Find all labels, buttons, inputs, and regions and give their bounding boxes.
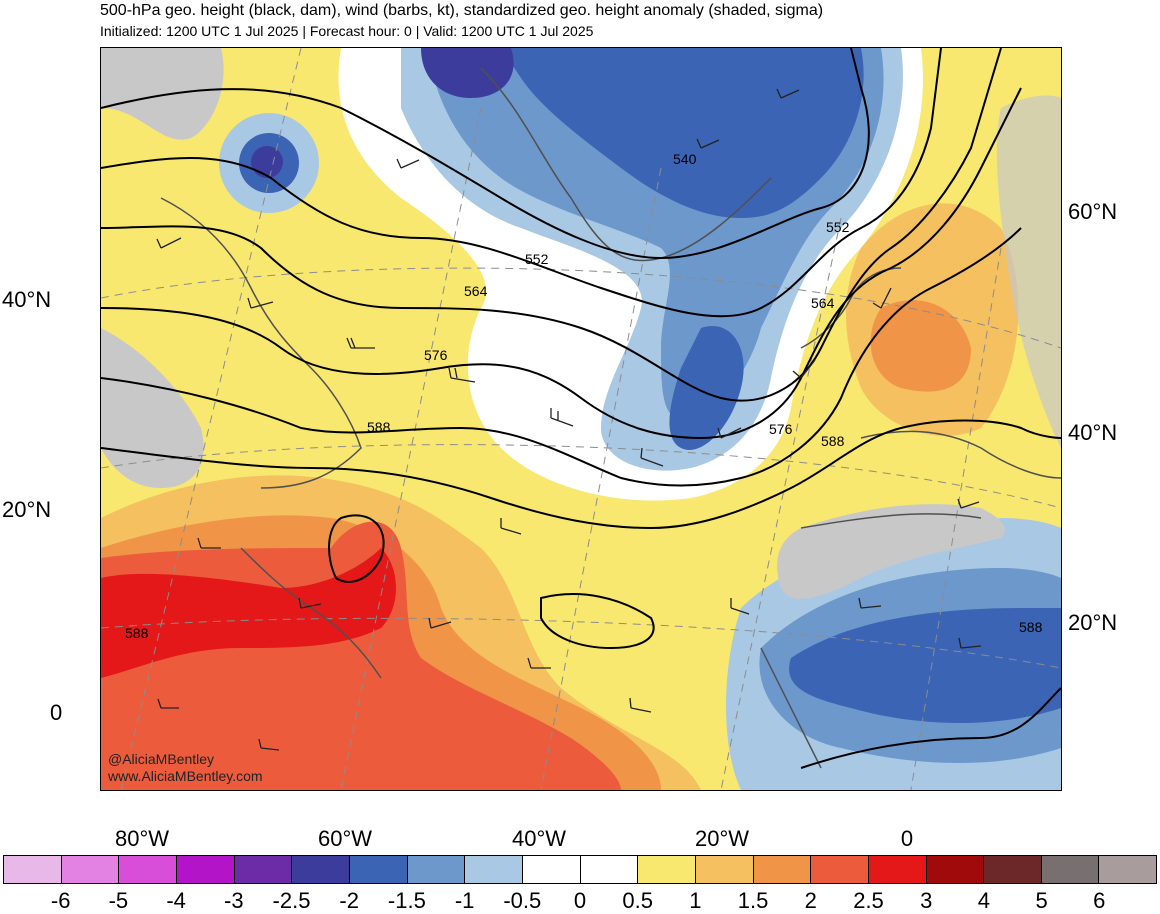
lat-label-right-40n: 40°N: [1068, 420, 1118, 445]
contour-label-576-east: 576: [769, 421, 793, 437]
lat-label-left-0: 0: [50, 700, 63, 725]
lon-label-40w: 40°W: [511, 826, 567, 851]
colorbar-swatch: [234, 856, 293, 883]
credit-handle: @AliciaMBentley: [108, 751, 215, 767]
colorbar-swatch: [119, 856, 177, 883]
height-contours: [101, 48, 1061, 769]
colorbar-tick-label: 6: [1093, 888, 1106, 913]
land-gray-usa: [101, 328, 204, 488]
colorbar-swatch: [811, 856, 869, 883]
lat-label-right-20n: 20°N: [1068, 610, 1118, 635]
contour-label-552-west: 552: [525, 251, 549, 267]
colorbar-tick-label: 4: [977, 888, 991, 913]
colorbar-tick-label: -2: [339, 888, 359, 913]
colorbar-tick-label: 1.5: [737, 888, 769, 913]
land-gray-sahara: [777, 504, 1005, 599]
anomaly-2p5-caribbean: [101, 548, 396, 678]
colorbar-tick-label: 0: [573, 888, 587, 913]
contour-label-588-atlantic: 588: [367, 419, 391, 435]
contour-label-588-iberia: 588: [821, 433, 845, 449]
anomaly-1p5-europe: [870, 300, 971, 392]
contour-label-564-east: 564: [811, 295, 835, 311]
colorbar-swatch: [695, 856, 754, 883]
colorbar-swatch: [638, 856, 696, 883]
map-panel: 540 552 552 564 564 576 576 588 588 588 …: [100, 47, 1062, 791]
colorbar-swatch: [349, 856, 408, 883]
chart-subtitle: Initialized: 1200 UTC 1 Jul 2025 | Forec…: [100, 23, 594, 39]
coastlines: [160, 67, 1061, 769]
colorbar-tick-label: 0.5: [622, 888, 653, 913]
lon-label-60w: 60°W: [317, 826, 373, 851]
chart-title: 500-hPa geo. height (black, dam), wind (…: [100, 2, 824, 19]
land-gray-east: [996, 95, 1061, 448]
anomaly-neg2p0-north: [421, 48, 514, 98]
contour-labels: 540 552 552 564 564 576 576 588 588 588 …: [125, 151, 1043, 641]
land-gray-arctic: [101, 48, 224, 140]
colorbar: [3, 855, 1157, 884]
colorbar-tick-label: -1: [454, 888, 475, 913]
colorbar-swatch: [1041, 856, 1100, 883]
lon-label-80w: 80°W: [114, 826, 170, 851]
contour-label-552-east: 552: [826, 219, 850, 235]
colorbar-swatch: [4, 856, 62, 883]
wind-barbs: [156, 88, 982, 751]
colorbar-swatch: [984, 856, 1042, 883]
credit-website: www.AliciaMBentley.com: [108, 768, 263, 784]
lat-label-left-40n: 40°N: [2, 287, 52, 312]
contour-label-540-north: 540: [673, 151, 697, 167]
lat-label-right-60n: 60°N: [1068, 199, 1118, 224]
graticule: [101, 48, 1061, 790]
colorbar-swatch: [580, 856, 639, 883]
colorbar-swatch: [407, 856, 466, 883]
anomaly-low-hudson-core: [251, 146, 283, 178]
colorbar-swatch: [176, 856, 235, 883]
lat-label-left-20n: 20°N: [2, 497, 52, 522]
colorbar-tick-label: 1: [689, 888, 702, 913]
colorbar-tick-label: -6: [50, 888, 71, 913]
colorbar-tick-label: -2.5: [272, 888, 311, 913]
colorbar-swatch: [292, 856, 350, 883]
colorbar-swatch: [522, 856, 581, 883]
colorbar-swatch: [61, 856, 120, 883]
map-svg: 540 552 552 564 564 576 576 588 588 588 …: [101, 48, 1061, 790]
anomaly-neg1p5-trough: [669, 326, 744, 450]
anomaly-neg1p5-north: [501, 48, 864, 218]
colorbar-swatch: [753, 856, 812, 883]
colorbar-tick-label: -1.5: [387, 888, 426, 913]
colorbar-swatch: [465, 856, 523, 883]
lon-label-0: 0: [900, 826, 914, 851]
colorbar-tick-label: -3: [224, 888, 244, 913]
colorbar-tick-label: 5: [1035, 888, 1048, 913]
colorbar-tick-label: -5: [108, 888, 129, 913]
colorbar-tick-label: 2.5: [853, 888, 884, 913]
colorbar-tick-label: -0.5: [503, 888, 542, 913]
colorbar-swatch: [926, 856, 985, 883]
colorbar-tick-label: 2: [804, 888, 817, 913]
anomaly-neg1p5-africa: [789, 608, 1061, 723]
lon-label-20w: 20°W: [694, 826, 750, 851]
colorbar-swatch: [1099, 856, 1157, 883]
contour-label-576-west: 576: [424, 347, 448, 363]
contour-label-588-caribbean: 588: [125, 625, 149, 641]
contour-label-588-africa-east: 588: [1019, 619, 1043, 635]
colorbar-swatch: [868, 856, 927, 883]
colorbar-tick-label: -4: [166, 888, 186, 913]
colorbar-tick-label: 3: [920, 888, 933, 913]
contour-label-564-west: 564: [464, 283, 488, 299]
